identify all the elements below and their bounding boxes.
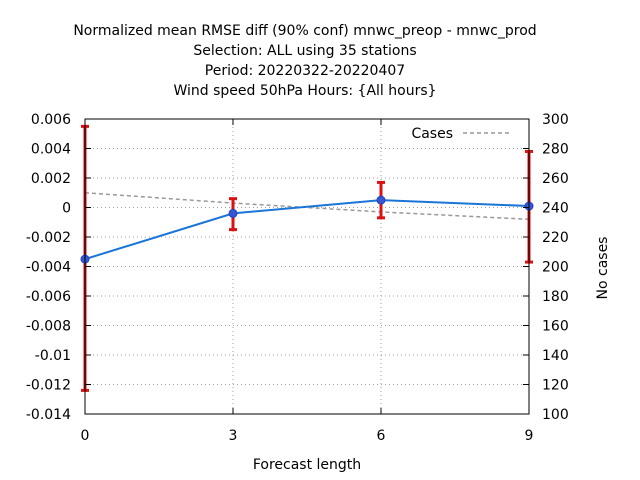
- error-bars: [81, 124, 533, 392]
- y2-tick-label: 220: [542, 230, 569, 246]
- y-tick-label: 0.006: [31, 112, 71, 128]
- y2-tick-label: 120: [542, 378, 569, 394]
- x-tick-label: 0: [81, 428, 90, 444]
- chart-title: Normalized mean RMSE diff (90% conf) mnw…: [73, 23, 536, 99]
- x-tick-label: 3: [229, 428, 238, 444]
- y-tick-label: -0.006: [26, 289, 71, 305]
- y-tick-label: -0.012: [26, 378, 71, 394]
- y2-tick-label: 300: [542, 112, 569, 128]
- y2-axis-label: No cases: [595, 237, 611, 300]
- y2-tick-label: 140: [542, 348, 569, 364]
- legend: Cases: [411, 126, 512, 142]
- plot-frame: [84, 118, 530, 415]
- y2-tick-label: 280: [542, 142, 569, 158]
- y-tick-label: -0.002: [26, 230, 71, 246]
- y2-tick-label: 100: [542, 407, 569, 423]
- y2-tick-label: 180: [542, 289, 569, 305]
- rmse-diff-series: [80, 195, 534, 264]
- data-point: [376, 195, 386, 205]
- y-tick-label: -0.008: [26, 319, 71, 335]
- title-line: Period: 20220322-20220407: [205, 63, 405, 79]
- title-line: Normalized mean RMSE diff (90% conf) mnw…: [73, 23, 536, 39]
- y-tick-label: -0.01: [35, 348, 71, 364]
- y-tick-label: 0.002: [31, 171, 71, 187]
- y2-tick-label: 200: [542, 260, 569, 276]
- x-axis: 0 3 6 9: [81, 119, 534, 444]
- y-tick-label: 0.004: [31, 142, 71, 158]
- title-line: Wind speed 50hPa Hours: {All hours}: [173, 83, 436, 99]
- y-tick-label: -0.014: [26, 407, 71, 423]
- y-tick-label: -0.004: [26, 260, 71, 276]
- title-line: Selection: ALL using 35 stations: [193, 43, 416, 59]
- legend-label: Cases: [411, 126, 453, 142]
- x-axis-label: Forecast length: [253, 457, 361, 473]
- rmse-line: [84, 199, 530, 261]
- grid: [85, 119, 529, 414]
- x-tick-label: 9: [525, 428, 534, 444]
- y-axis-right: 300 280 260 240 220 200 180 160 140 120 100: [542, 112, 569, 423]
- data-point: [228, 208, 238, 218]
- y2-tick-label: 160: [542, 319, 569, 335]
- x-tick-label: 6: [377, 428, 386, 444]
- y-tick-label: 0: [62, 201, 71, 217]
- y2-tick-label: 260: [542, 171, 569, 187]
- y-axis-left: 0.006 0.004 0.002 0 -0.002 -0.004 -0.006 -0.008…: [26, 112, 529, 423]
- y2-tick-label: 240: [542, 201, 569, 217]
